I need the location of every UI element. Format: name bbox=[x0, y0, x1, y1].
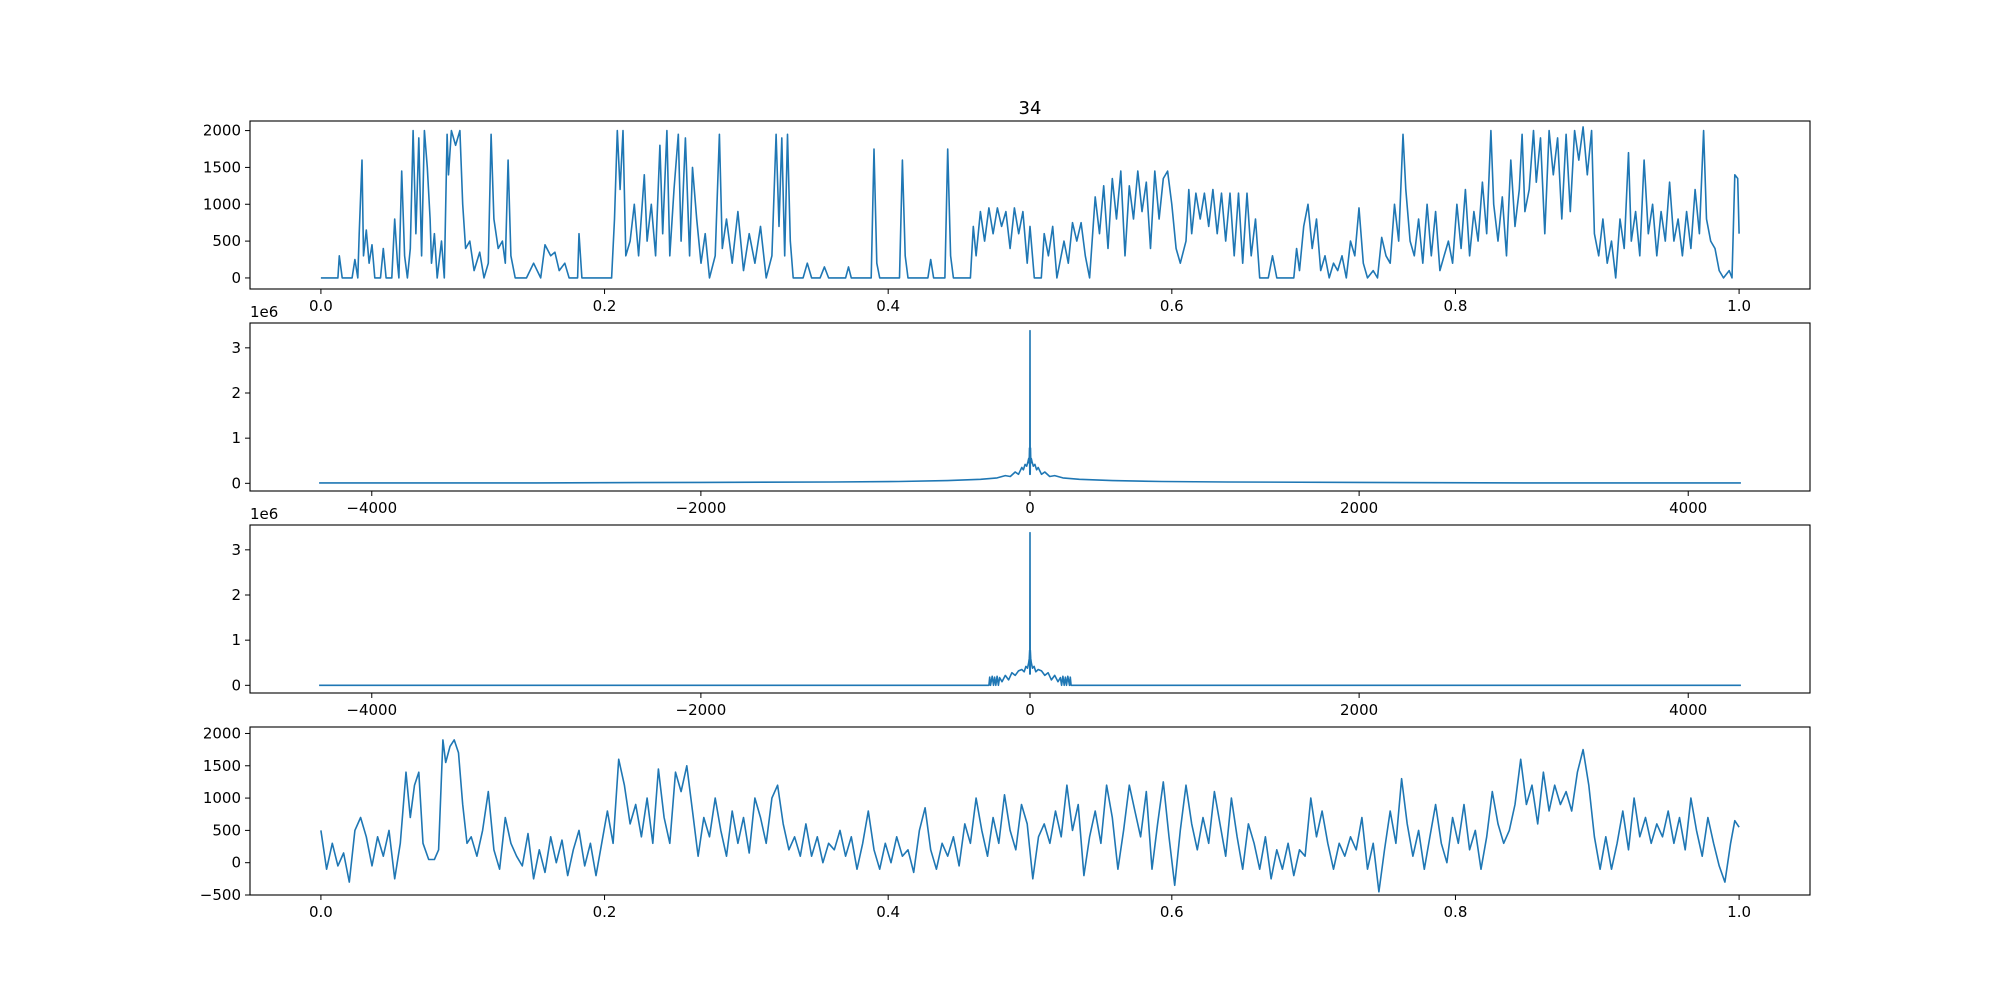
y-tick-label-2-2: 2 bbox=[231, 384, 241, 402]
y-tick-label-4-0: −500 bbox=[200, 886, 241, 904]
y-tick-label-1-2: 1000 bbox=[203, 195, 241, 213]
y-tick-label-4-2: 500 bbox=[212, 821, 241, 839]
x-tick-label-2-3: 2000 bbox=[1340, 499, 1378, 517]
axes-frame-1 bbox=[249, 120, 1811, 290]
x-tick-label-4-1: 0.2 bbox=[593, 903, 617, 921]
y-tick-label-1-1: 500 bbox=[212, 232, 241, 250]
x-tick-label-1-4: 0.8 bbox=[1444, 297, 1468, 315]
x-tick-label-1-5: 1.0 bbox=[1727, 297, 1751, 315]
y-tick-label-3-3: 3 bbox=[231, 541, 241, 559]
y-tick-label-4-1: 0 bbox=[231, 854, 241, 872]
x-tick-label-1-3: 0.6 bbox=[1160, 297, 1184, 315]
axes-frame-4 bbox=[249, 726, 1811, 896]
x-tick-label-2-4: 4000 bbox=[1669, 499, 1707, 517]
y-tick-label-2-0: 0 bbox=[231, 474, 241, 492]
y-tick-label-4-5: 2000 bbox=[203, 724, 241, 742]
series-line-1-1 bbox=[320, 126, 1740, 279]
offset-text-2: 1e6 bbox=[250, 303, 278, 321]
y-tick-label-1-3: 1500 bbox=[203, 158, 241, 176]
y-tick-label-3-2: 2 bbox=[231, 586, 241, 604]
x-tick-label-2-1: −2000 bbox=[676, 499, 727, 517]
offset-text-3: 1e6 bbox=[250, 505, 278, 523]
x-tick-label-3-2: 0 bbox=[1025, 701, 1035, 719]
x-tick-label-3-3: 2000 bbox=[1340, 701, 1378, 719]
y-tick-label-2-3: 3 bbox=[231, 339, 241, 357]
x-tick-label-4-4: 0.8 bbox=[1444, 903, 1468, 921]
subplot-4: 0.0 0.2 0.4 0.6 0.8 1.0 −500 0 500 1000 1500 2000 bbox=[200, 724, 1811, 921]
subplot-1: 0.0 0.2 0.4 0.6 0.8 1.0 0 500 1000 1500 2000 bbox=[203, 120, 1811, 315]
x-tick-label-2-2: 0 bbox=[1025, 499, 1035, 517]
y-tick-label-2-1: 1 bbox=[231, 429, 241, 447]
x-tick-label-4-0: 0.0 bbox=[309, 903, 333, 921]
x-tick-label-3-4: 4000 bbox=[1669, 701, 1707, 719]
x-tick-label-1-0: 0.0 bbox=[309, 297, 333, 315]
y-tick-label-3-0: 0 bbox=[231, 676, 241, 694]
x-tick-label-2-0: −4000 bbox=[346, 499, 397, 517]
x-tick-label-1-2: 0.4 bbox=[876, 297, 900, 315]
series-line-4-1 bbox=[320, 739, 1740, 893]
x-tick-label-4-2: 0.4 bbox=[876, 903, 900, 921]
figure-title: 34 bbox=[1019, 98, 1042, 119]
subplot-2: −4000 −2000 0 2000 4000 0 1 2 3 1e6 bbox=[231, 303, 1811, 517]
x-tick-label-3-1: −2000 bbox=[676, 701, 727, 719]
x-tick-label-1-1: 0.2 bbox=[593, 297, 617, 315]
x-tick-label-3-0: −4000 bbox=[346, 701, 397, 719]
y-tick-label-4-4: 1500 bbox=[203, 757, 241, 775]
y-tick-label-4-3: 1000 bbox=[203, 789, 241, 807]
y-tick-label-1-4: 2000 bbox=[203, 122, 241, 140]
y-tick-label-3-1: 1 bbox=[231, 631, 241, 649]
subplot-3: −4000 −2000 0 2000 4000 0 1 2 3 1e6 bbox=[231, 505, 1811, 719]
y-tick-label-1-0: 0 bbox=[231, 269, 241, 287]
x-tick-label-4-5: 1.0 bbox=[1727, 903, 1751, 921]
series-line-2-1 bbox=[319, 329, 1741, 484]
series-line-3-1 bbox=[319, 531, 1741, 687]
x-tick-label-4-3: 0.6 bbox=[1160, 903, 1184, 921]
